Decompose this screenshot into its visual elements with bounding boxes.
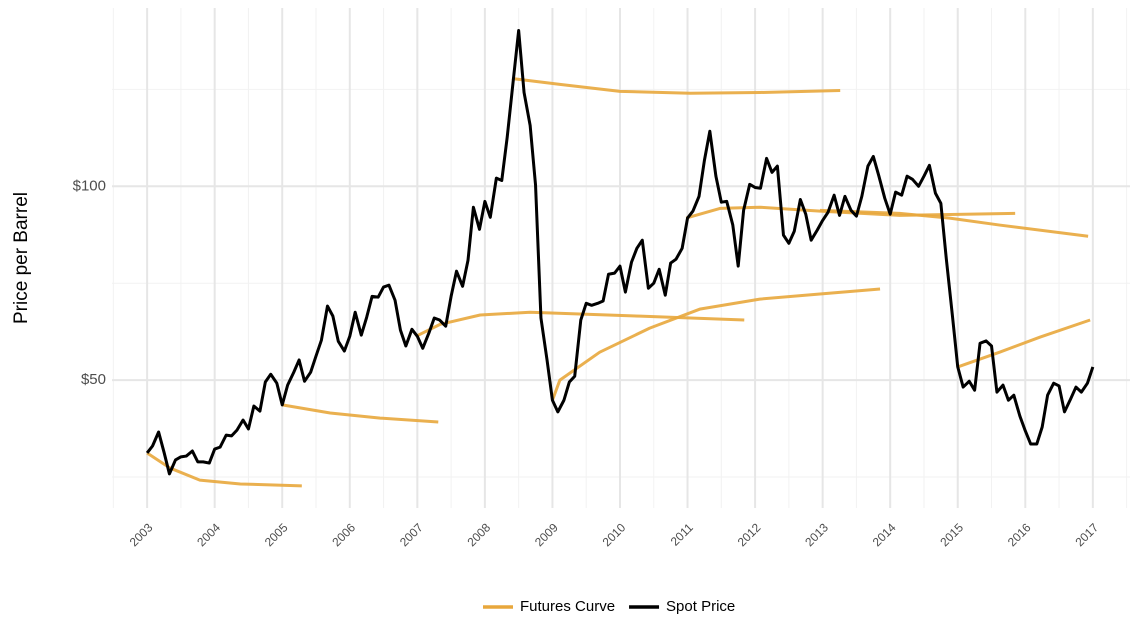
x-tick-label: 2005	[262, 520, 291, 549]
legend-label: Spot Price	[666, 598, 735, 615]
spot-line	[145, 28, 1095, 476]
x-tick-label: 2012	[735, 520, 764, 549]
futures-curve	[511, 77, 841, 95]
futures-curve	[819, 208, 1089, 238]
x-tick-label: 2015	[937, 520, 966, 549]
x-tick-label: 2004	[194, 520, 223, 549]
x-tick-label: 2010	[600, 520, 629, 549]
y-tick-label: $100	[73, 177, 106, 194]
futures-curve	[281, 403, 439, 424]
futures-curve	[551, 287, 881, 401]
futures-curve	[146, 451, 302, 488]
x-tick-label: 2007	[397, 520, 426, 549]
x-tick-label: 2009	[532, 520, 561, 549]
x-tick-label: 2006	[329, 520, 358, 549]
x-tick-label: 2016	[1005, 520, 1034, 549]
y-tick-label: $50	[81, 371, 106, 388]
legend-label: Futures Curve	[520, 598, 615, 615]
x-tick-label: 2011	[668, 520, 696, 548]
y-axis-title: Price per Barrel	[11, 192, 32, 324]
x-tick-label: 2014	[870, 520, 899, 549]
x-tick-label: 2003	[127, 520, 156, 549]
x-tick-label: 2013	[802, 520, 831, 549]
futures-curve	[415, 310, 745, 338]
x-tick-label: 2008	[464, 520, 493, 549]
x-tick-label: 2017	[1072, 520, 1101, 549]
